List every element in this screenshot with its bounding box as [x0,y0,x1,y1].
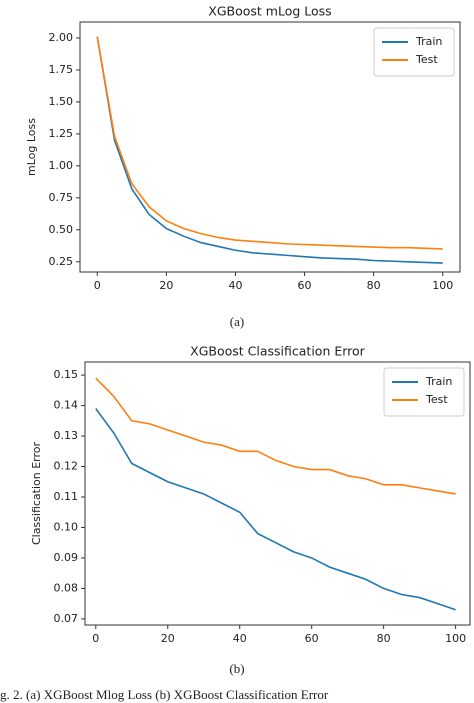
chart-title: XGBoost mLog Loss [208,4,331,19]
y-tick-label: 0.11 [54,490,79,503]
y-tick-label: 0.10 [54,520,79,533]
line-series [95,377,456,495]
legend-label: Test [415,53,438,66]
plot-frame [84,361,471,626]
y-axis-label: mLog Loss [25,118,38,176]
legend-label: Train [415,35,442,48]
y-tick-label: 0.15 [54,368,79,381]
line-series [96,36,443,250]
line-series [95,408,456,611]
x-tick-label: 80 [377,632,391,645]
x-tick-label: 20 [159,279,173,292]
y-tick-label: 1.00 [49,159,74,172]
x-tick-label: 100 [432,279,453,292]
y-tick-label: 2.00 [49,31,74,44]
x-tick-label: 40 [228,279,242,292]
y-tick-label: 0.09 [54,551,79,564]
chart-title: XGBoost Classification Error [190,344,366,359]
caption: (a) [230,314,244,329]
x-tick-label: 60 [298,279,312,292]
x-tick-label: 100 [445,632,466,645]
legend-label: Train [425,375,452,388]
x-tick-label: 20 [161,632,175,645]
legend-box [373,27,455,77]
y-tick-label: 1.50 [49,95,74,108]
x-tick-label: 0 [92,632,99,645]
y-tick-label: 1.25 [49,127,74,140]
caption: (b) [229,661,244,676]
x-tick-label: 60 [305,632,319,645]
y-tick-label: 0.50 [49,223,74,236]
y-axis-label: Classification Error [30,441,43,545]
y-tick-label: 0.12 [54,460,79,473]
legend-label: Test [425,393,448,406]
x-tick-label: 40 [233,632,247,645]
y-tick-label: 0.75 [49,191,74,204]
figure-caption: g. 2. (a) XGBoost Mlog Loss (b) XGBoost … [0,687,329,702]
plot-frame [79,21,461,273]
y-tick-label: 0.14 [54,399,79,412]
legend-box [383,367,465,417]
line-series [96,36,443,264]
x-tick-label: 0 [94,279,101,292]
x-tick-label: 80 [367,279,381,292]
y-tick-label: 0.25 [49,255,74,268]
y-tick-label: 0.13 [54,429,79,442]
y-tick-label: 0.07 [54,612,79,625]
y-tick-label: 1.75 [49,63,74,76]
y-tick-label: 0.08 [54,581,79,594]
